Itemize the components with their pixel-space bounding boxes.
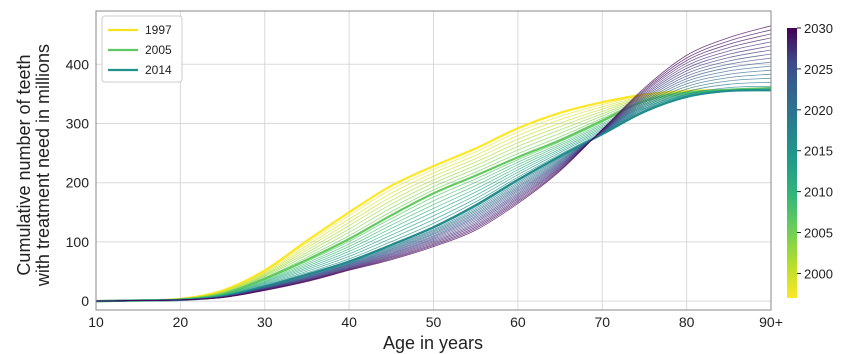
y-tick-label: 100 xyxy=(66,234,90,250)
legend-label-2014: 2014 xyxy=(145,63,172,77)
x-tick-label: 60 xyxy=(510,314,526,330)
y-axis-label: Cumulative number of teeth with treatmen… xyxy=(14,44,53,287)
x-tick-label: 70 xyxy=(594,314,610,330)
colorbar-tick-label: 2005 xyxy=(804,226,833,241)
y-tick-label: 300 xyxy=(66,115,90,131)
x-tick-label: 30 xyxy=(257,314,273,330)
plot-frame xyxy=(95,10,772,311)
series-line-2030 xyxy=(96,25,771,302)
colorbar-tick-label: 2015 xyxy=(804,144,833,159)
legend-box xyxy=(101,15,183,83)
x-axis-label: Age in years xyxy=(383,333,483,353)
x-tick-label: 90+ xyxy=(759,314,783,330)
x-tick-label: 80 xyxy=(679,314,695,330)
y-axis-label-line-2: with treatment need in millions xyxy=(33,44,53,287)
y-tick-label: 200 xyxy=(66,175,90,191)
legend-label-1997: 1997 xyxy=(145,23,172,37)
y-tick-label: 400 xyxy=(66,56,90,72)
x-tick-label: 20 xyxy=(173,314,189,330)
legend-label-2005: 2005 xyxy=(145,43,172,57)
x-tick-label: 50 xyxy=(426,314,442,330)
colorbar-tick-label: 2010 xyxy=(804,185,833,200)
legend: 1997 2005 2014 xyxy=(101,15,183,83)
x-tick-label: 40 xyxy=(341,314,357,330)
x-tick-label: 10 xyxy=(88,314,104,330)
colorbar-gradient xyxy=(787,28,797,298)
colorbar: 2000 2005 2010 2015 2020 2025 2030 xyxy=(787,21,833,298)
series-lines xyxy=(96,25,771,303)
colorbar-tick-label: 2025 xyxy=(804,62,833,77)
x-axis: 10 20 30 40 50 60 70 80 90+ xyxy=(88,314,783,330)
y-axis: 0 100 200 300 400 xyxy=(66,56,90,309)
colorbar-tick-label: 2020 xyxy=(804,103,833,118)
colorbar-tick-label: 2000 xyxy=(804,266,833,281)
colorbar-tick-label: 2030 xyxy=(804,21,833,36)
y-axis-label-line-1: Cumulative number of teeth xyxy=(14,54,34,275)
y-tick-label: 0 xyxy=(81,293,89,309)
